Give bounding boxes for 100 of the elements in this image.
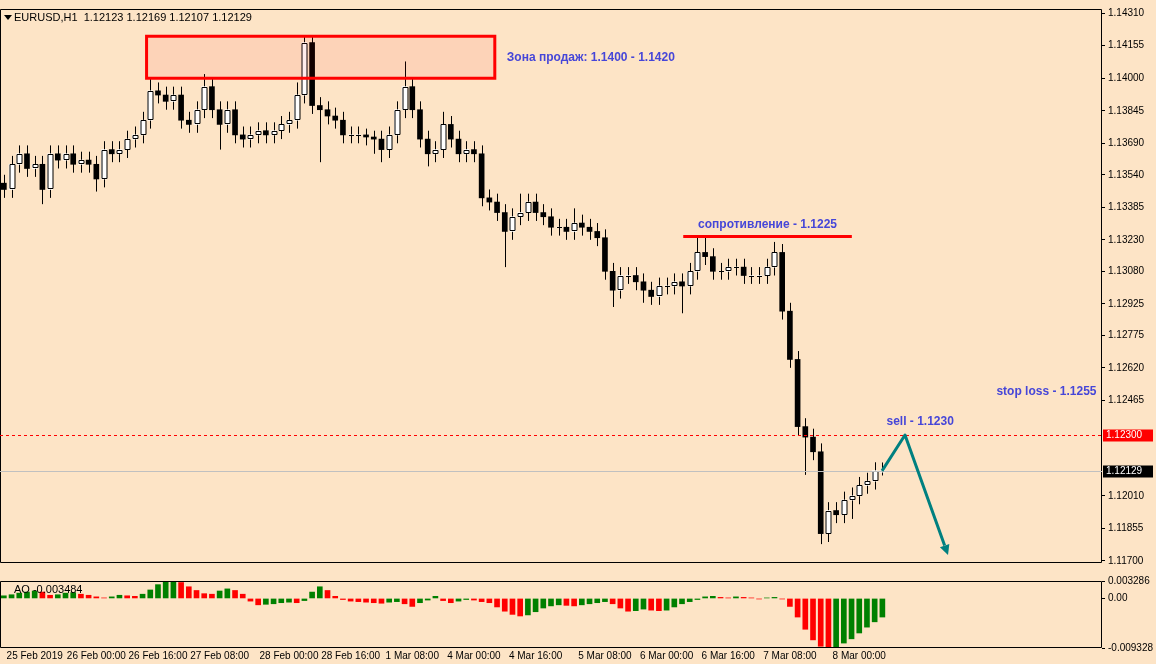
y-tick-label: 1.12465	[1108, 394, 1145, 406]
candlestick	[632, 266, 639, 291]
bar	[386, 598, 392, 603]
bar	[293, 598, 300, 604]
bar	[16, 592, 23, 599]
band-label: Зона продаж: 1.1400 - 1.1420	[506, 49, 676, 64]
annotation: stop loss - 1.1255	[996, 383, 1097, 398]
bar	[602, 598, 608, 602]
bar	[232, 590, 238, 599]
bar	[70, 592, 77, 599]
candlestick	[316, 96, 323, 163]
x-tick-label: 4 Mar 00:00	[447, 649, 502, 661]
candlestick	[340, 111, 346, 144]
candlestick	[494, 193, 500, 222]
chart-title: EURUSD,H1 1.12123 1.12169 1.12107 1.12129	[14, 11, 252, 24]
bar	[147, 589, 154, 599]
bar	[802, 598, 809, 630]
x-tick-label: 28 Feb 16:00	[321, 649, 381, 661]
bar	[239, 593, 246, 599]
bar	[185, 586, 192, 599]
y-tick-label: 1.13230	[1108, 233, 1145, 245]
candlestick	[216, 100, 223, 151]
x-tick-label: 25 Feb 2019	[6, 649, 64, 661]
ref-line-label: 1.12300	[1106, 429, 1143, 441]
candlestick	[185, 111, 192, 134]
bar	[540, 598, 547, 609]
bar	[787, 598, 793, 607]
bar	[632, 598, 639, 611]
bar	[810, 598, 816, 641]
x-tick-label: 6 Mar 16:00	[701, 649, 756, 661]
y-tick-label: 1.13385	[1108, 201, 1145, 213]
bar	[494, 598, 500, 608]
ref-line-label: сопротивление - 1.1225	[698, 216, 838, 231]
bar	[47, 594, 53, 599]
bar	[363, 598, 369, 603]
bar	[841, 598, 847, 644]
candlestick	[648, 281, 655, 306]
y-tick-label: 1.13540	[1108, 168, 1145, 180]
y-tick-label: 1.11700	[1108, 554, 1144, 566]
candlestick	[586, 218, 593, 241]
ref-line-label: 1.12129	[1106, 465, 1143, 477]
bar	[656, 598, 662, 611]
bar	[394, 598, 400, 602]
bar	[132, 596, 138, 599]
bar	[1, 595, 7, 599]
x-tick-label: 1 Mar 08:00	[385, 649, 440, 661]
bar	[833, 598, 839, 648]
y-tick-label: -0.009328	[1108, 641, 1154, 653]
bar	[710, 596, 716, 599]
x-tick-label: 27 Feb 08:00	[190, 649, 250, 661]
bar	[555, 598, 562, 606]
x-tick-label: 4 Mar 16:00	[508, 649, 563, 661]
x-tick-label: 26 Feb 16:00	[128, 649, 188, 661]
bar	[817, 598, 824, 647]
bar	[571, 598, 577, 607]
x-tick-label: 28 Feb 00:00	[259, 649, 319, 661]
chart-title: AO -0.003484	[14, 583, 83, 596]
bar	[201, 593, 208, 599]
candlestick	[563, 218, 570, 241]
bar	[309, 591, 315, 599]
bar	[686, 598, 693, 602]
annotation: sell - 1.1230	[886, 414, 955, 429]
candlestick	[810, 428, 816, 461]
y-tick-label: 1.12010	[1108, 489, 1145, 501]
y-tick-label: 1.14310	[1108, 6, 1145, 18]
bar	[864, 598, 870, 628]
bar	[316, 586, 323, 599]
candlestick	[710, 247, 716, 281]
bar	[178, 582, 184, 599]
bar	[525, 598, 531, 616]
y-tick-label: 1.12775	[1108, 329, 1145, 341]
candlestick	[332, 107, 339, 130]
bar	[856, 598, 863, 634]
x-tick-label: 5 Mar 08:00	[578, 649, 633, 661]
x-tick-label: 26 Feb 00:00	[66, 649, 127, 661]
y-tick-label: 1.13080	[1108, 265, 1145, 277]
y-tick-label: 0.00	[1108, 592, 1128, 604]
y-tick-label: 1.14000	[1108, 72, 1145, 83]
bar	[332, 596, 339, 599]
bar	[263, 598, 269, 605]
bar	[8, 594, 15, 599]
bar	[78, 593, 84, 599]
candlestick	[640, 272, 647, 304]
candlestick	[802, 417, 809, 476]
bar	[501, 598, 508, 612]
y-tick-label: 1.13845	[1108, 104, 1145, 116]
y-tick-label: 0.003286	[1108, 574, 1151, 586]
y-tick-label: 1.14155	[1108, 39, 1145, 51]
bar	[417, 598, 423, 604]
bar	[594, 598, 601, 604]
candlestick	[617, 266, 624, 300]
candlestick	[609, 262, 616, 308]
y-tick-label: 1.13690	[1108, 137, 1145, 149]
bar	[648, 598, 655, 611]
bar	[124, 595, 130, 599]
bar	[370, 598, 377, 604]
bar	[255, 598, 261, 606]
bar	[679, 598, 685, 605]
bar	[447, 598, 454, 604]
bar	[625, 598, 631, 612]
